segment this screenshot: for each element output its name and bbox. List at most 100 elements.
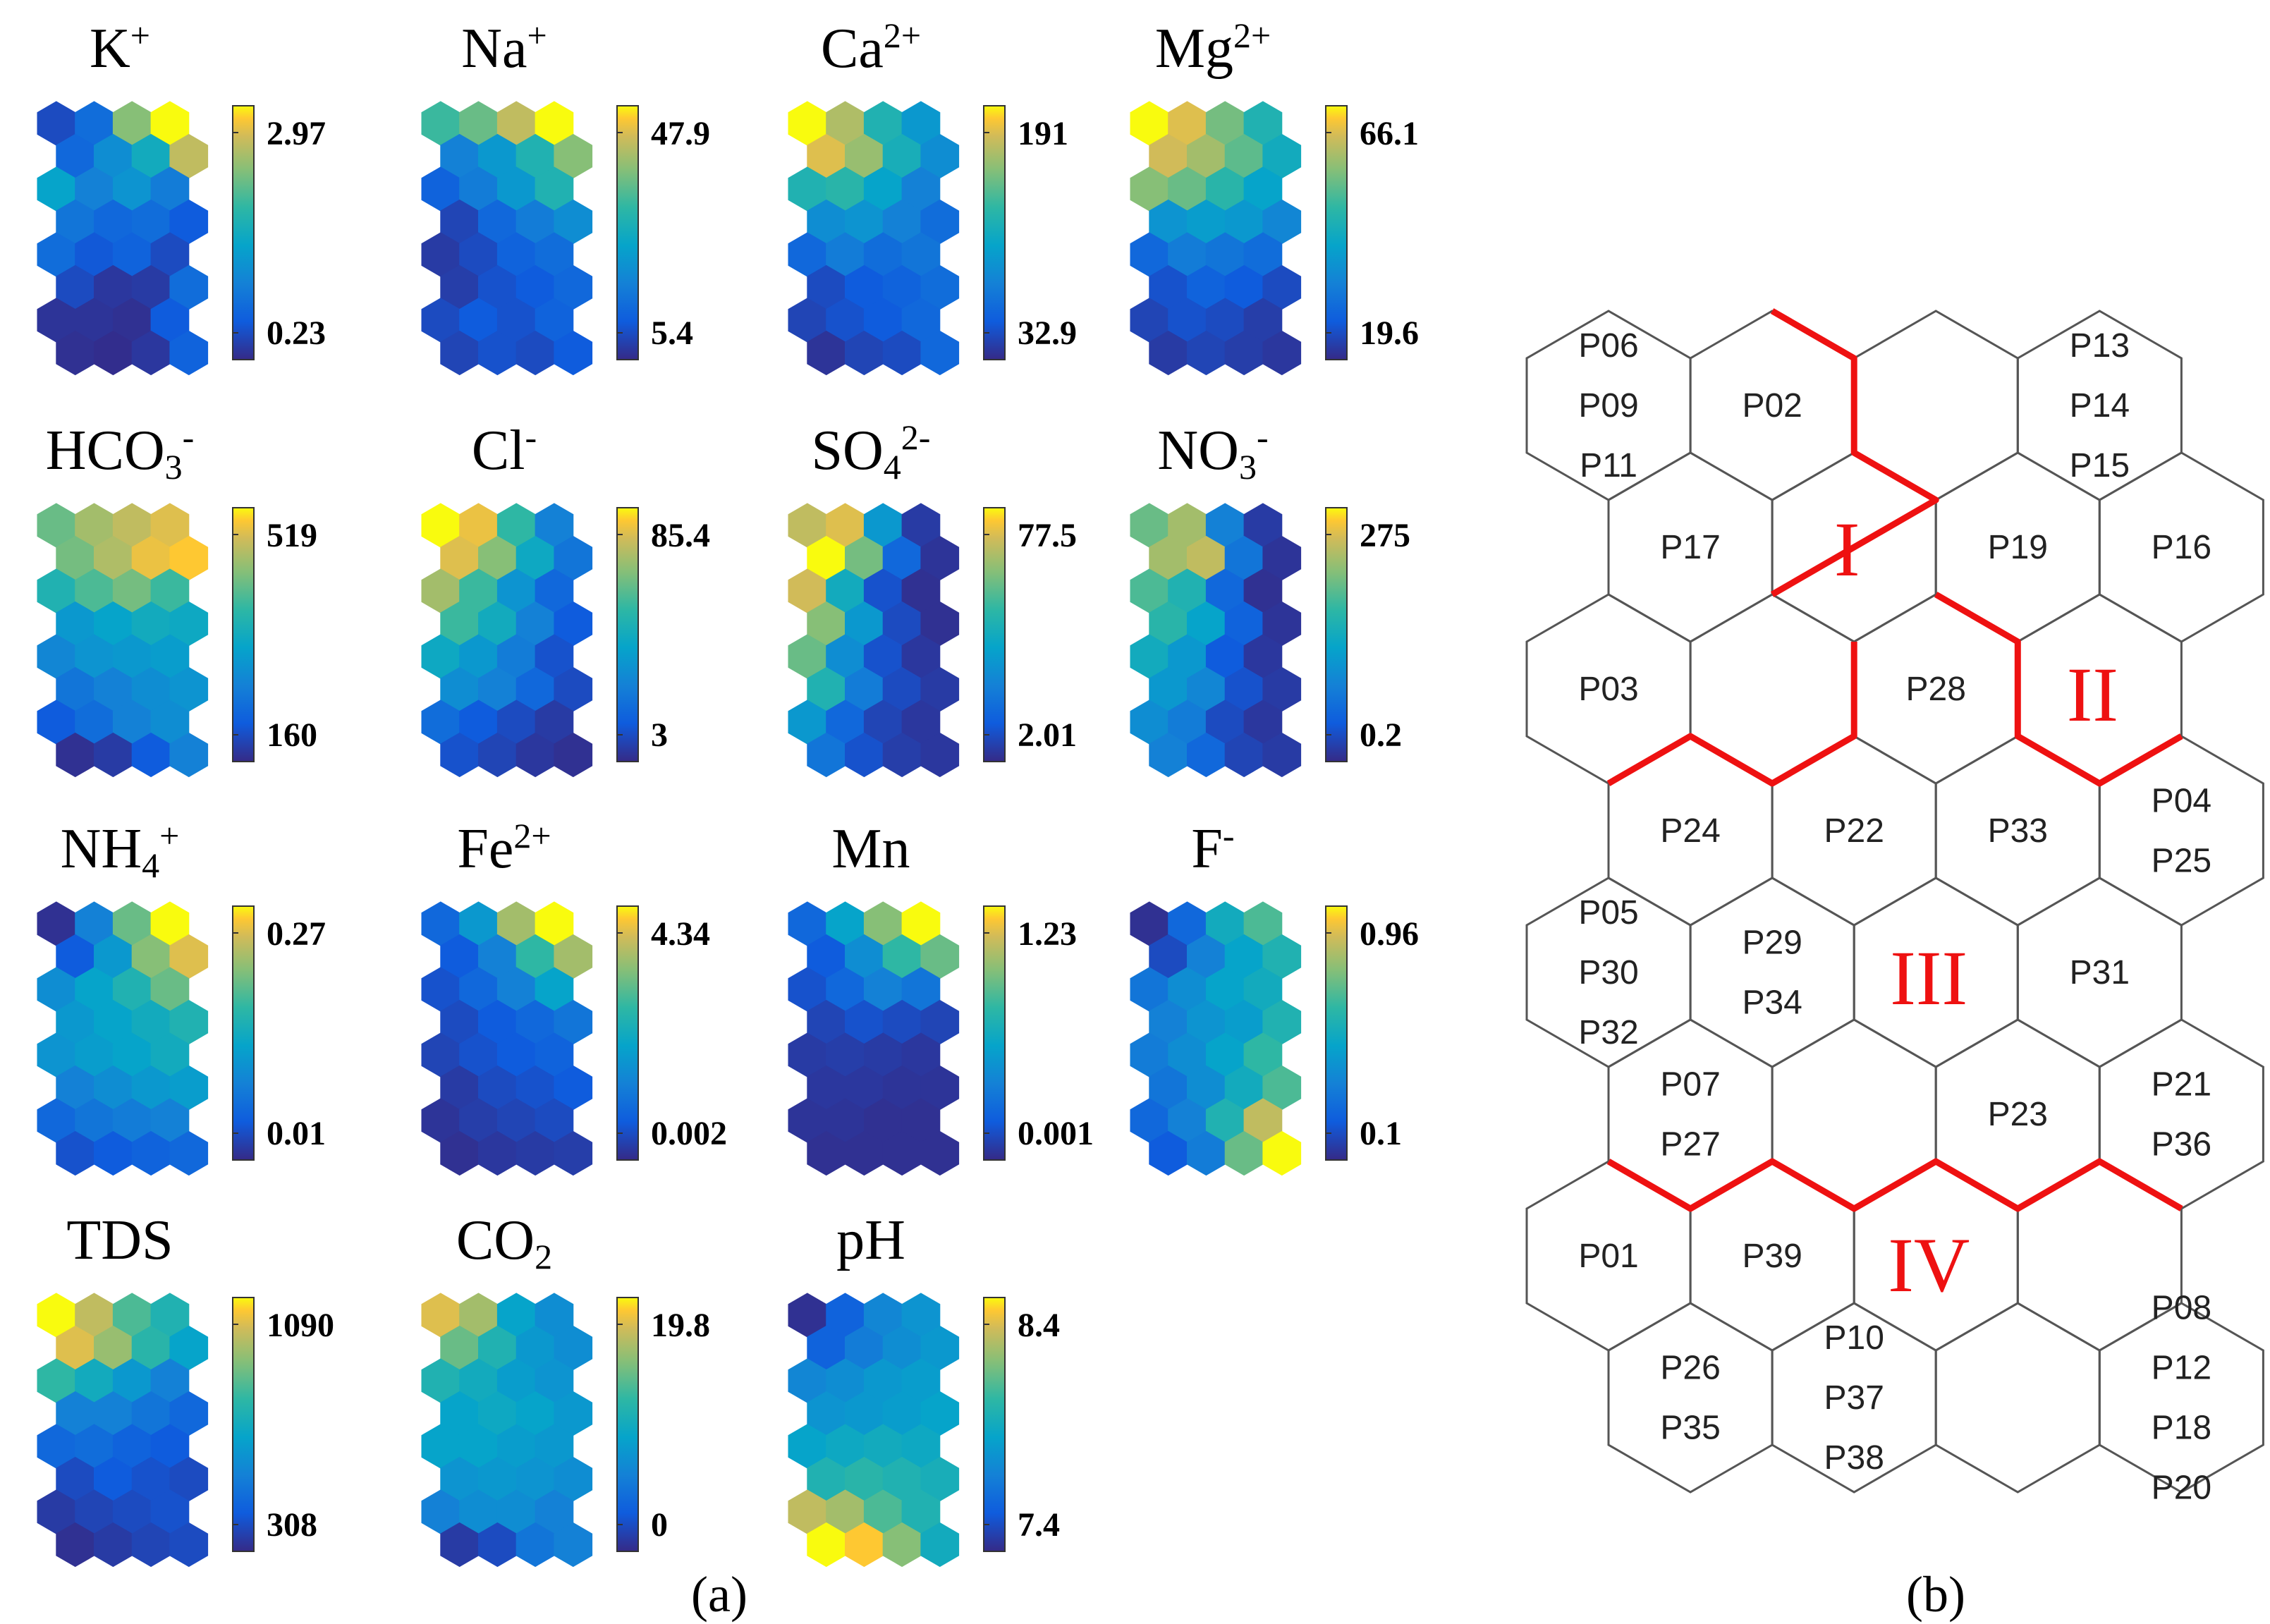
som-cell <box>75 298 114 343</box>
som-cell <box>826 1293 865 1338</box>
sample-label: P06 <box>1578 327 1638 365</box>
som-cell <box>515 133 555 179</box>
som-cell <box>1262 330 1302 376</box>
som-cell <box>56 1130 95 1176</box>
colorbar-min-label: 0.2 <box>1360 716 1402 754</box>
plane-title-sub: 3 <box>165 447 183 487</box>
colorbar-min-label: 7.4 <box>1018 1506 1060 1544</box>
som-cell <box>882 535 922 581</box>
som-component-planes: K+2.970.23Na+47.95.4Ca2+19132.9Mg2+66.11… <box>37 16 1419 1568</box>
som-cell <box>807 199 846 245</box>
som-cell <box>169 535 209 581</box>
som-cell <box>807 1522 846 1568</box>
sample-label: P33 <box>1988 812 2048 850</box>
som-cell <box>826 1489 865 1534</box>
som-cell <box>478 1456 517 1502</box>
som-cell <box>169 1130 209 1176</box>
som-cell <box>1205 1032 1245 1077</box>
som-cell <box>901 298 941 343</box>
som-cell <box>94 535 133 581</box>
sample-label: P13 <box>2070 327 2130 365</box>
som-cell <box>56 1522 95 1568</box>
som-cell <box>440 1391 480 1436</box>
plane-title-sup: - <box>525 417 537 457</box>
som-cell <box>920 1391 960 1436</box>
plane-title-sub: 3 <box>1239 447 1257 487</box>
som-cell <box>515 535 555 581</box>
som-cell <box>788 503 827 548</box>
som-cell <box>75 503 114 548</box>
som-cell <box>1205 101 1245 146</box>
plane-title-base: CO <box>456 1209 535 1271</box>
cluster-region-label: II <box>2067 652 2118 738</box>
colorbar-max-label: 275 <box>1360 517 1410 554</box>
som-cell <box>826 967 865 1012</box>
som-cell <box>1243 700 1283 745</box>
som-cell <box>75 568 114 613</box>
colorbar <box>232 905 255 1161</box>
som-cell <box>94 199 133 245</box>
som-cell <box>882 1130 922 1176</box>
som-cell <box>1262 199 1302 245</box>
som-cell <box>515 732 555 778</box>
som-cell <box>94 1456 133 1502</box>
som-cell <box>131 133 171 179</box>
som-cell <box>1187 535 1226 581</box>
som-cell <box>1168 1032 1207 1077</box>
plane-title: HCO3- <box>46 417 195 487</box>
som-cell <box>845 1130 884 1176</box>
som-cell <box>421 901 460 946</box>
sample-label: P39 <box>1742 1238 1802 1275</box>
som-cell <box>1149 330 1188 376</box>
som-cell <box>554 1130 593 1176</box>
som-cell <box>56 1456 95 1502</box>
colorbar-max-label: 519 <box>267 517 317 554</box>
colorbar-min-label: 3 <box>651 716 668 754</box>
som-cell <box>920 666 960 712</box>
som-cell <box>169 1391 209 1436</box>
som-cell <box>459 1424 498 1469</box>
plane-title-base: TDS <box>66 1209 173 1271</box>
som-cell <box>826 901 865 946</box>
som-cell <box>37 901 76 946</box>
colorbar <box>232 105 255 360</box>
colorbar-min-label: 5.4 <box>651 315 693 352</box>
plane-title-base: K <box>90 18 130 80</box>
som-cell <box>478 1065 517 1111</box>
plane-title-sup: + <box>159 816 179 855</box>
plane-title-base: HCO <box>46 420 165 482</box>
som-node: P29 P34 <box>1689 877 1855 1068</box>
som-cell <box>1224 199 1264 245</box>
som-cell <box>515 330 555 376</box>
sample-label: P28 <box>1906 671 1966 708</box>
colorbar-max-label: 8.4 <box>1018 1307 1060 1344</box>
som-node: P05 P30 P32 <box>1525 877 1692 1068</box>
sample-label: P27 <box>1660 1126 1720 1164</box>
som-cell <box>807 666 846 712</box>
som-node: P10 P37 P38 <box>1771 1302 1937 1494</box>
component-plane: CO2 19.8 0 <box>421 1209 710 1568</box>
som-cell <box>807 999 846 1045</box>
som-cell <box>37 1293 76 1338</box>
som-cell <box>37 700 76 745</box>
som-cell <box>882 1325 922 1371</box>
som-cell <box>112 1489 152 1534</box>
som-cell <box>94 999 133 1045</box>
som-cell <box>863 700 903 745</box>
som-cell <box>920 1130 960 1176</box>
colorbar <box>983 905 1006 1161</box>
som-cell <box>496 298 536 343</box>
plane-title-base: Mn <box>831 818 910 880</box>
som-cell <box>37 1424 76 1469</box>
som-cell <box>421 1098 460 1143</box>
som-cell <box>56 934 95 979</box>
som-cell <box>75 166 114 212</box>
som-cell <box>94 1325 133 1371</box>
som-cell <box>37 1098 76 1143</box>
som-cell <box>75 634 114 679</box>
colorbar-min-label: 32.9 <box>1018 315 1077 352</box>
som-cell <box>1149 601 1188 647</box>
som-cell <box>131 934 171 979</box>
sample-label: P15 <box>2070 447 2130 484</box>
som-cell <box>920 199 960 245</box>
